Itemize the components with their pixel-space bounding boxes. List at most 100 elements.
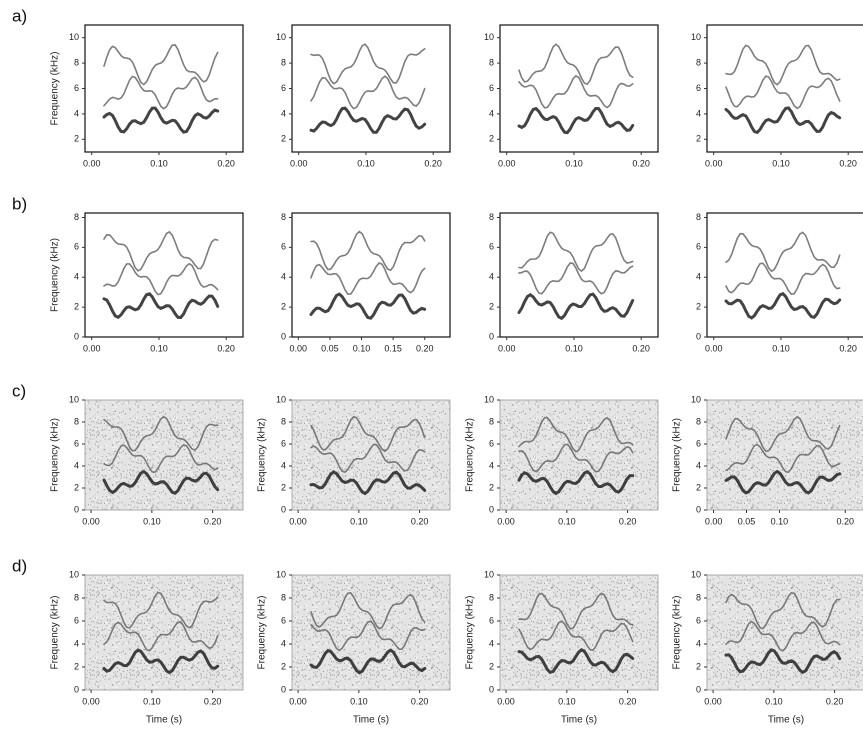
- y-tick-label: 6: [696, 83, 701, 93]
- x-tick-label: 0.05: [321, 343, 339, 353]
- y-tick-label: 6: [489, 615, 494, 625]
- x-tick-label: 0.00: [290, 343, 308, 353]
- y-tick-label: 8: [281, 416, 286, 426]
- trace: [724, 106, 842, 135]
- trace: [310, 415, 426, 453]
- y-axis-label: Frequency (kHz): [50, 238, 61, 312]
- y-tick-label: 2: [74, 301, 79, 311]
- trace: [725, 75, 841, 110]
- y-tick-label: 8: [281, 212, 286, 222]
- x-tick-label: 0.00: [82, 696, 100, 706]
- trace: [725, 44, 841, 86]
- y-tick-label: 4: [74, 460, 79, 470]
- x-tick-label: 0.20: [826, 696, 844, 706]
- trace: [103, 591, 219, 629]
- trace: [103, 230, 219, 272]
- x-tick-label: 0.10: [772, 158, 790, 168]
- y-tick-label: 10: [484, 32, 494, 42]
- y-tick-label: 8: [74, 57, 79, 67]
- y-tick-label: 0: [489, 684, 494, 694]
- y-tick-label: 2: [489, 134, 494, 144]
- y-tick-label: 2: [489, 482, 494, 492]
- trace: [102, 469, 220, 495]
- y-tick-label: 0: [696, 504, 701, 514]
- y-tick-label: 2: [696, 134, 701, 144]
- y-tick-label: 0: [74, 331, 79, 341]
- y-tick-label: 2: [74, 134, 79, 144]
- plot-area: [707, 25, 863, 152]
- trace: [518, 592, 634, 630]
- y-tick-label: 6: [489, 83, 494, 93]
- trace: [102, 106, 220, 134]
- trace: [518, 416, 634, 453]
- y-tick-label: 8: [489, 416, 494, 426]
- trace: [103, 415, 219, 452]
- x-tick-label: 0.10: [565, 343, 583, 353]
- plot-area: [707, 400, 863, 510]
- plot-frame: [84, 574, 244, 691]
- trace: [103, 444, 219, 473]
- y-tick-label: 10: [276, 394, 286, 404]
- y-tick-label: 4: [696, 638, 701, 648]
- trace: [518, 262, 634, 295]
- y-tick-label: 6: [281, 242, 286, 252]
- y-tick-label: 0: [281, 684, 286, 694]
- y-tick-label: 2: [74, 661, 79, 671]
- x-tick-label: 0.20: [204, 696, 222, 706]
- y-axis-label: Frequency (kHz): [465, 418, 476, 492]
- row-label: a): [12, 6, 27, 25]
- spectrogram-traces: [102, 591, 220, 675]
- y-tick-label: 10: [276, 569, 286, 579]
- plot-frame: [84, 399, 244, 511]
- spectrogram-traces: [517, 416, 635, 496]
- trace: [725, 443, 841, 474]
- trace: [310, 443, 426, 473]
- y-tick-label: 4: [281, 460, 286, 470]
- x-axis-label: Time (s): [768, 715, 804, 726]
- spectrogram-traces: [102, 230, 220, 320]
- trace: [518, 620, 634, 652]
- y-tick-label: 4: [281, 272, 286, 282]
- trace: [517, 647, 635, 675]
- y-tick-label: 10: [69, 569, 79, 579]
- x-tick-label: 0.20: [424, 158, 442, 168]
- y-tick-label: 10: [691, 32, 701, 42]
- plot-area: [500, 400, 658, 510]
- row-label: d): [12, 556, 27, 575]
- y-tick-label: 0: [74, 684, 79, 694]
- y-tick-label: 8: [74, 592, 79, 602]
- x-tick-label: 0.10: [150, 158, 168, 168]
- x-tick-label: 0.00: [705, 158, 723, 168]
- plot-frame: [291, 399, 451, 511]
- trace: [309, 470, 427, 496]
- y-axis-label: Frequency (kHz): [257, 596, 268, 670]
- y-tick-label: 0: [489, 331, 494, 341]
- x-tick-label: 0.10: [350, 516, 368, 526]
- x-axis-label: Time (s): [146, 715, 182, 726]
- x-tick-label: 0.10: [350, 696, 368, 706]
- x-tick-label: 0.20: [217, 158, 235, 168]
- spectrogram-traces: [724, 231, 842, 320]
- y-tick-label: 6: [489, 438, 494, 448]
- y-tick-label: 10: [69, 32, 79, 42]
- y-tick-label: 0: [696, 684, 701, 694]
- y-tick-label: 8: [696, 212, 701, 222]
- trace: [102, 292, 220, 320]
- y-tick-label: 10: [691, 569, 701, 579]
- x-tick-label: 0.00: [705, 516, 723, 526]
- y-tick-label: 10: [484, 569, 494, 579]
- x-tick-label: 0.10: [771, 516, 789, 526]
- trace: [724, 648, 842, 675]
- x-tick-label: 0.00: [290, 158, 308, 168]
- x-tick-label: 0.10: [765, 696, 783, 706]
- x-tick-label: 0.10: [772, 343, 790, 353]
- x-tick-label: 0.00: [704, 696, 722, 706]
- spectrogram-traces: [102, 415, 220, 495]
- plot-area: [85, 575, 243, 690]
- plot-area: [292, 575, 450, 690]
- trace: [103, 75, 219, 110]
- y-tick-label: 6: [489, 242, 494, 252]
- x-tick-label: 0.00: [83, 343, 101, 353]
- plot-area: [85, 25, 243, 152]
